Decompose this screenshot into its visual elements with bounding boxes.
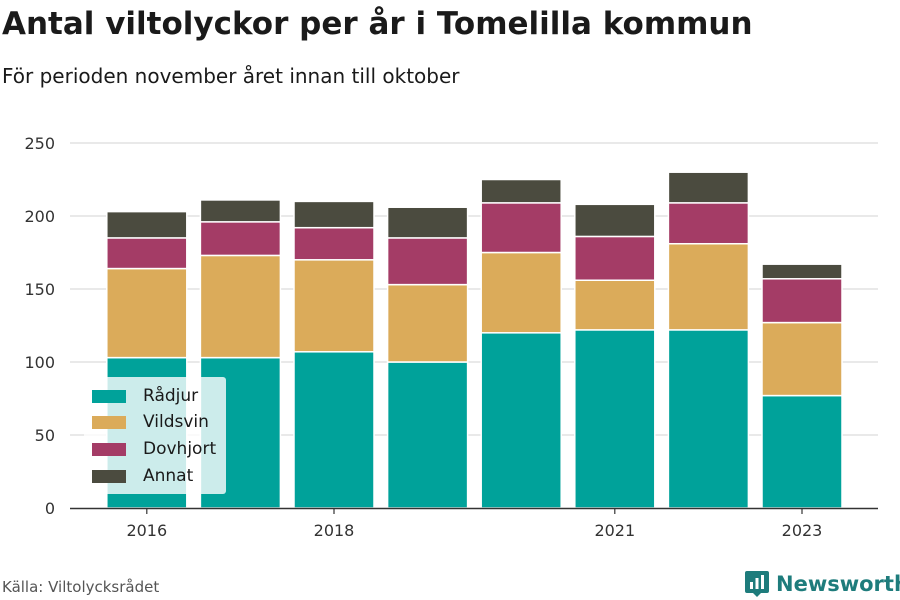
bar-dovhjort-2021 [574,235,656,281]
chart-subtitle: För perioden november året innan till ok… [2,64,460,88]
bar-dovhjort-2019 [386,237,469,286]
bar-radjur-2019 [386,361,469,509]
bar-radjur-2018 [293,351,375,509]
legend-item-annat: Annat [92,465,193,487]
source-note: Källa: Viltolycksrådet [2,578,160,596]
bar-annat-2019 [386,206,469,239]
bar-vildsvin-2019 [386,283,469,363]
bar-vildsvin-2021 [574,279,656,331]
bar-vildsvin-2020 [480,251,562,334]
newsworthy-logo[interactable]: Newsworthy [744,570,900,598]
bar-vildsvin-2017 [199,254,282,359]
bar-vildsvin-2018 [293,259,375,353]
legend-label-radjur: Rådjur [143,386,199,406]
newsworthy-logo-text: Newsworthy [776,572,900,596]
bar-radjur-2023 [761,394,843,509]
bar-dovhjort-2017 [199,221,282,257]
y-tick-label: 150 [24,280,55,299]
bar-annat-2017 [199,199,282,223]
legend-swatch-radjur [92,389,126,403]
bar-annat-2016 [106,210,188,239]
x-tick-label: 2018 [314,521,355,540]
bar-radjur-2021 [574,329,656,509]
bar-annat-2022 [667,171,750,204]
y-tick-label: 250 [24,134,55,153]
bar-vildsvin-2023 [761,321,843,397]
x-tick-label: 2023 [782,521,823,540]
legend-swatch-dovhjort [92,442,126,456]
legend-swatch-annat [92,469,126,483]
legend-swatch-vildsvin [92,415,126,429]
bar-dovhjort-2020 [480,202,562,254]
legend: Rådjur Vildsvin Dovhjort Annat [84,377,226,494]
bar-radjur-2020 [480,332,562,509]
bar-annat-2020 [480,178,562,204]
bar-dovhjort-2016 [106,237,188,270]
legend-item-radjur: Rådjur [92,385,198,407]
bar-annat-2021 [574,203,656,238]
legend-item-vildsvin: Vildsvin [92,411,209,433]
legend-label-annat: Annat [143,466,194,486]
legend-item-dovhjort: Dovhjort [92,438,216,460]
bar-annat-2023 [761,263,843,280]
y-tick-label: 100 [24,353,55,372]
bar-dovhjort-2018 [293,226,375,261]
bar-dovhjort-2023 [761,278,843,324]
bar-radjur-2022 [667,329,750,509]
y-tick-label: 50 [35,426,55,445]
newsworthy-logo-icon [745,571,769,597]
legend-label-vildsvin: Vildsvin [143,412,209,432]
bar-annat-2018 [293,200,375,229]
y-tick-label: 0 [45,499,55,518]
legend-label-dovhjort: Dovhjort [143,439,217,459]
axis-layer: 0 50 100 150 200 250 2016 2018 2021 2023 [24,134,878,540]
x-tick-label: 2021 [594,521,635,540]
x-tick-label: 2016 [126,521,167,540]
chart-title: Antal viltolyckor per år i Tomelilla kom… [2,6,753,42]
y-tick-label: 200 [24,207,55,226]
bar-vildsvin-2016 [106,267,188,359]
bar-dovhjort-2022 [667,202,750,245]
bar-vildsvin-2022 [667,242,750,331]
